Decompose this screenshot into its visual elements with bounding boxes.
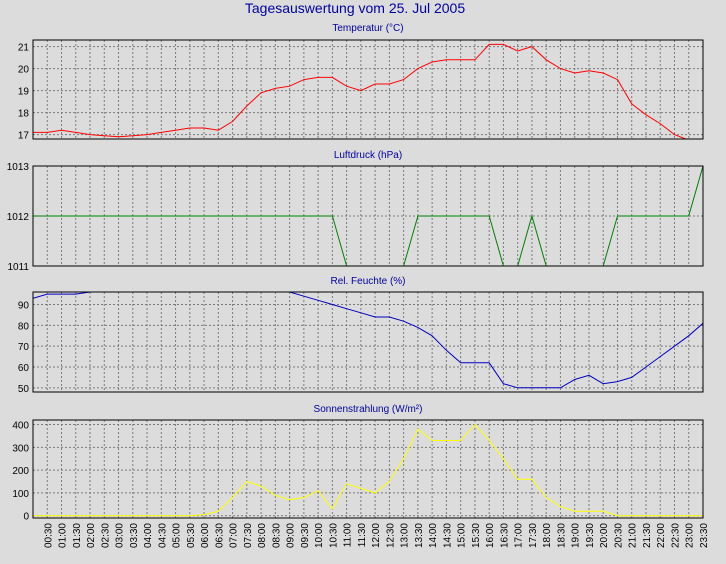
temperature-y-tick-label: 17	[18, 131, 30, 142]
temperature-plot-area	[32, 39, 704, 140]
temperature-y-tick-label: 18	[18, 109, 30, 120]
humidity-title: Rel. Feuchte (%)	[330, 276, 405, 287]
x-tick-label: 09:00	[286, 523, 297, 548]
x-tick-label: 20:30	[613, 523, 624, 548]
x-tick-label: 02:00	[86, 523, 97, 548]
x-tick-label: 14:30	[442, 523, 453, 548]
radiation-y-tick-label: 400	[12, 421, 29, 432]
x-tick-label: 13:30	[414, 523, 425, 548]
x-tick-label: 12:00	[371, 523, 382, 548]
humidity-y-tick-label: 90	[18, 301, 30, 312]
x-tick-label: 10:00	[314, 523, 325, 548]
humidity-panel: Rel. Feuchte (%) 50 60 70 80 90	[18, 276, 704, 395]
x-tick-label: 03:30	[129, 523, 140, 548]
x-tick-label: 16:00	[485, 523, 496, 548]
x-tick-label: 13:00	[400, 523, 411, 548]
radiation-y-tick-label: 200	[12, 466, 29, 477]
pressure-title: Luftdruck (hPa)	[334, 150, 402, 161]
x-tick-label: 12:30	[385, 523, 396, 548]
radiation-panel: Sonnenstrahlung (W/m²) 0 100 200 300 400	[12, 404, 704, 523]
x-tick-label: 17:00	[514, 523, 525, 548]
x-tick-label: 10:30	[328, 523, 339, 548]
radiation-series-line	[33, 423, 703, 517]
x-tick-label: 16:30	[499, 523, 510, 548]
pressure-series-line	[33, 166, 703, 266]
x-tick-label: 04:00	[143, 523, 154, 548]
x-tick-label: 09:30	[300, 523, 311, 548]
humidity-plot-area	[32, 291, 704, 393]
pressure-y-tick-label: 1013	[7, 162, 30, 173]
humidity-y-tick-label: 60	[18, 363, 30, 374]
x-tick-label: 19:30	[585, 523, 596, 548]
x-tick-label: 18:00	[542, 523, 553, 548]
x-tick-label: 02:30	[100, 523, 111, 548]
x-tick-label: 07:00	[229, 523, 240, 548]
x-tick-label: 01:30	[72, 523, 83, 548]
x-tick-label: 01:00	[58, 523, 69, 548]
x-tick-label: 11:30	[357, 523, 368, 548]
panels: Temperatur (°C) 17 18 19 20 21 Luftdruck (hPa)…	[7, 23, 704, 523]
x-tick-label: 04:30	[157, 523, 168, 548]
x-tick-label: 21:00	[628, 523, 639, 548]
x-tick-label: 23:00	[685, 523, 696, 548]
x-tick-label: 06:00	[200, 523, 211, 548]
humidity-y-tick-label: 80	[18, 321, 30, 332]
x-axis: 00:30 01:00 01:30 02:00 02:30 03:00 03:30 04:00…	[43, 523, 710, 548]
humidity-series-line	[33, 292, 703, 389]
radiation-y-tick-label: 100	[12, 489, 29, 500]
x-tick-label: 11:00	[343, 523, 354, 548]
temperature-series-line	[33, 43, 688, 139]
x-tick-label: 19:00	[571, 523, 582, 548]
humidity-frame	[32, 291, 704, 393]
temperature-y-tick-label: 21	[18, 43, 30, 54]
humidity-y-tick-label: 70	[18, 342, 30, 353]
x-tick-label: 00:30	[43, 523, 54, 548]
x-tick-label: 20:00	[599, 523, 610, 548]
pressure-panel: Luftdruck (hPa) 1011 1012 1013	[7, 150, 704, 273]
x-tick-label: 22:30	[670, 523, 681, 548]
x-tick-label: 15:00	[457, 523, 468, 548]
temperature-y-tick-label: 19	[18, 87, 30, 98]
pressure-frame	[32, 165, 704, 267]
humidity-y-tick-label: 50	[18, 384, 30, 395]
temperature-title: Temperatur (°C)	[332, 23, 403, 34]
temperature-frame	[32, 39, 704, 140]
radiation-title: Sonnenstrahlung (W/m²)	[314, 404, 423, 415]
page-title: Tagesauswertung vom 25. Jul 2005	[245, 0, 465, 16]
x-tick-label: 05:00	[172, 523, 183, 548]
x-tick-label: 23:30	[699, 523, 710, 548]
radiation-y-tick-label: 300	[12, 443, 29, 454]
temperature-y-tick-label: 20	[18, 65, 30, 76]
x-tick-label: 17:30	[528, 523, 539, 548]
x-tick-label: 07:30	[243, 523, 254, 548]
x-tick-label: 18:30	[556, 523, 567, 548]
x-tick-label: 08:30	[271, 523, 282, 548]
radiation-plot-area	[32, 419, 704, 519]
x-tick-label: 05:30	[186, 523, 197, 548]
x-tick-label: 15:30	[471, 523, 482, 548]
pressure-y-tick-label: 1012	[7, 212, 30, 223]
x-tick-label: 22:00	[656, 523, 667, 548]
x-tick-label: 21:30	[642, 523, 653, 548]
x-tick-label: 06:30	[214, 523, 225, 548]
pressure-y-tick-label: 1011	[7, 262, 29, 273]
x-tick-label: 14:00	[428, 523, 439, 548]
temperature-panel: Temperatur (°C) 17 18 19 20 21	[18, 23, 704, 142]
x-tick-label: 03:00	[115, 523, 126, 548]
radiation-y-tick-label: 0	[23, 512, 29, 523]
radiation-frame	[32, 419, 704, 519]
x-tick-label: 08:00	[257, 523, 268, 548]
